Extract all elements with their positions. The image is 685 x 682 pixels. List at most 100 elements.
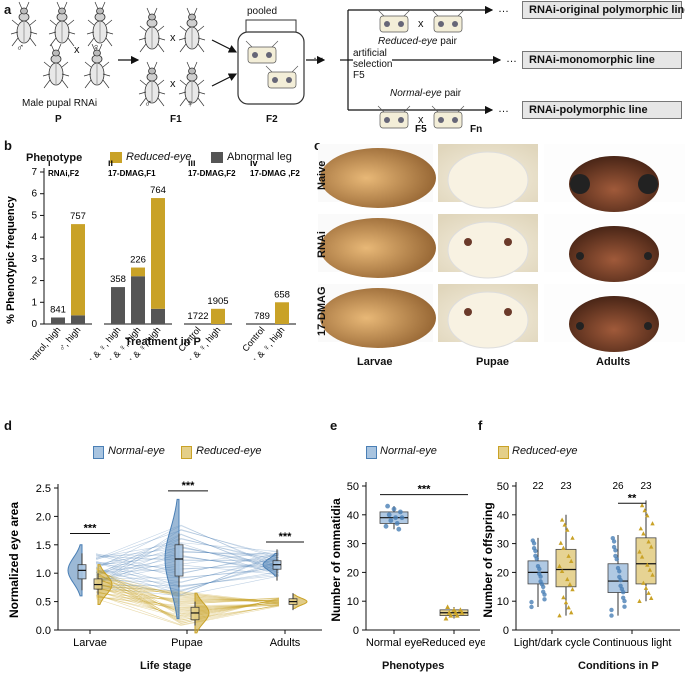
cross-symbol: x [74,44,80,56]
data-point [566,553,571,558]
data-point [646,590,651,595]
legend-swatch-reduced [181,446,192,459]
y-tick-label: 6 [31,189,37,200]
trajectory-normal [95,542,280,558]
subpanel-roman: iii [188,160,196,168]
panel-b-xlabel: Treatment in P [125,336,201,348]
data-point [569,558,574,563]
y-tick-label: 0.0 [36,625,51,637]
trajectory-reduced [95,569,280,607]
data-point [614,556,619,562]
beetle-icon [48,1,76,47]
panel-c-photos [318,144,685,352]
trajectory-reduced [95,581,280,621]
trajectory-normal [95,543,280,576]
trajectory-normal [95,533,280,576]
y-tick-label: 3 [31,254,37,265]
data-point [617,569,622,574]
x-tick-label: Adults [270,637,301,649]
trajectory-normal [95,524,280,570]
trajectory-reduced [95,575,280,604]
beetle-icon [10,1,38,47]
bar-reduced [71,224,85,316]
trajectory-reduced [95,568,280,617]
dots: … [498,103,509,115]
row-label-naive: Naive [316,160,328,190]
panel-c-label: c [314,138,322,153]
trajectory-reduced [95,586,280,612]
violin-reduced [292,594,308,609]
y-tick-label: 2.5 [36,483,51,495]
data-point [562,522,567,527]
data-point [398,509,403,515]
bar-abnormal [51,317,65,324]
col-label-adults: Adults [596,356,631,368]
female-symbol: ♀ [186,98,195,110]
cross-symbol: x [170,32,176,44]
y-tick-label: 2 [31,276,37,287]
data-point [565,576,570,582]
legend-abnormal: Abnormal leg [227,151,292,163]
box [635,537,657,585]
data-point [621,590,626,595]
jar-label: pooled [247,6,278,17]
trajectory-reduced [95,580,280,604]
beetle-icon [138,7,166,53]
photo-row-17dmag [318,284,685,352]
legend-reduced-f: Reduced-eye [512,445,578,457]
trajectory-normal [95,569,280,580]
bar-abnormal [131,276,145,324]
significance-label: *** [84,522,98,534]
data-point [446,610,452,615]
y-tick-label: 1.0 [36,568,51,580]
col-label-pupae: Pupae [476,356,510,368]
data-point [542,597,547,602]
data-point [639,503,645,508]
panel-e-xlabel: Phenotypes [382,660,445,672]
data-point [388,518,394,523]
data-point [396,526,402,532]
x-tick-label: Control, high [22,325,62,360]
data-point [638,526,643,531]
bar-count-label: 764 [150,185,166,196]
y-tick-label: 4 [31,232,37,243]
legend-swatch-reduced [110,152,122,163]
y-tick-label: 10 [497,596,509,608]
trajectory-normal [95,564,280,591]
data-point [563,600,569,605]
data-point [570,586,575,592]
box [174,544,184,577]
x-tick-label: Reduced eye [422,637,485,649]
data-point [453,610,458,615]
data-point [647,567,653,572]
trajectory-reduced [95,596,280,606]
data-point [559,568,565,574]
subpanel-title: 17-DMAG ,F2 [250,169,300,178]
data-point [565,527,570,532]
count-label: 26 [612,481,624,492]
significance-label: *** [182,480,196,492]
bar-reduced [211,308,225,324]
data-point [566,605,571,610]
y-axis-label: Number of offspring [481,502,495,617]
trajectory-normal [95,558,280,583]
panel-d-xlabel: Life stage [140,660,192,672]
trajectory-reduced [95,598,280,626]
x-tick-label: Larvae [73,637,107,649]
line-box-original: RNAi-original polymorphic line [522,1,685,19]
data-point [609,607,614,613]
trajectory-normal [95,538,280,567]
beetle-head-icon [377,9,411,33]
data-point [637,598,642,603]
selection-label: artificial selection F5 [353,48,393,81]
data-point [529,599,534,605]
data-point [385,503,390,509]
trajectory-reduced [95,591,280,608]
bar-count-label: 226 [130,255,146,266]
y-tick-label: 1.5 [36,540,51,552]
data-point [558,540,563,545]
trajectory-reduced [95,596,280,609]
trajectory-normal [95,538,280,577]
data-point [650,572,655,577]
